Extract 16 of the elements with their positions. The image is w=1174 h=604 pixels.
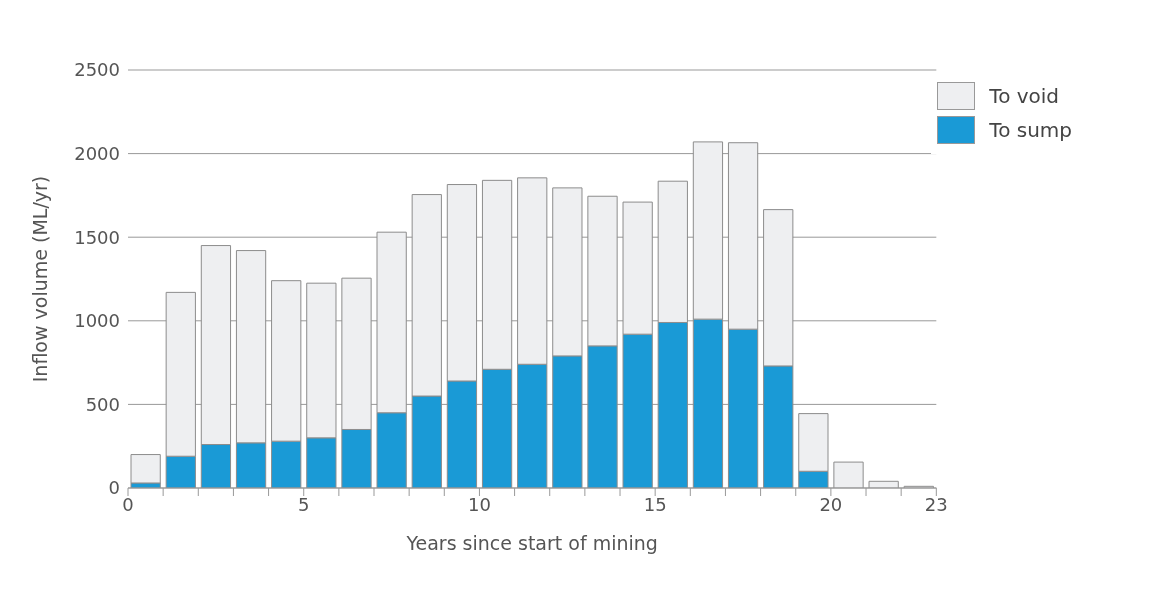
y-axis-title: Inflow volume (ML/yr) xyxy=(28,175,51,383)
y-tick-label: 2000 xyxy=(74,142,120,164)
x-tick-label: 23 xyxy=(924,493,948,515)
y-tick-label: 1000 xyxy=(74,310,120,332)
y-tick-label: 2500 xyxy=(74,59,120,81)
legend-label: To sump xyxy=(989,118,1072,142)
x-tick-label: 20 xyxy=(819,493,843,515)
x-tick-label: 5 xyxy=(297,493,310,515)
x-axis-title: Years since start of mining xyxy=(405,532,658,554)
y-tick-label: 1500 xyxy=(74,226,120,248)
x-tick-label: 10 xyxy=(467,493,491,515)
legend-label: To void xyxy=(989,84,1060,108)
x-tick-label: 15 xyxy=(643,493,667,515)
x-tick-label: 0 xyxy=(122,493,134,515)
y-tick-label: 0 xyxy=(108,477,120,499)
y-tick-label: 500 xyxy=(85,393,120,415)
